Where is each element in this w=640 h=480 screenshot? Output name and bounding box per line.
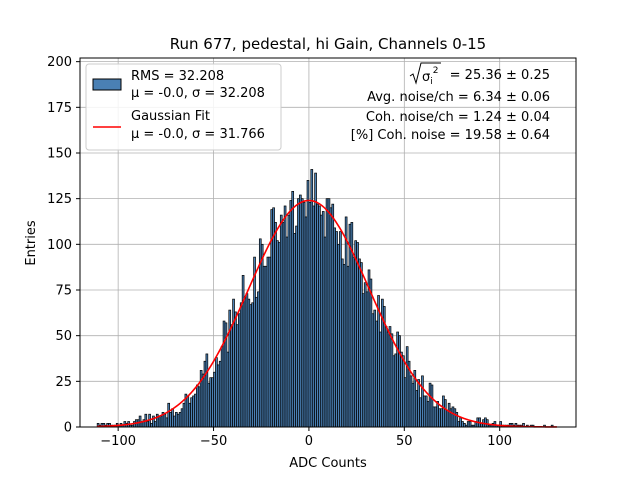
chart-title: Run 677, pedestal, hi Gain, Channels 0-1…: [170, 35, 486, 53]
sigma-i-squared-label: σi2: [422, 66, 439, 87]
y-tick-label: 100: [47, 238, 72, 253]
legend-patch: [92, 78, 122, 91]
y-tick-label: 50: [55, 329, 72, 344]
gaussian-fit-curve: [97, 199, 557, 428]
y-axis-ticks: 0 25 50 75 100 125 150 175 200: [47, 55, 80, 436]
sigma-i-squared-value: = 25.36 ± 0.25: [450, 68, 550, 83]
legend-fit-params: μ = -0.0, σ = 31.766: [131, 127, 265, 142]
x-axis-ticks: −100 −50 0 50 100: [100, 427, 512, 449]
y-tick-label: 75: [55, 283, 72, 298]
x-axis-label: ADC Counts: [289, 456, 367, 471]
y-tick-label: 0: [64, 421, 72, 436]
x-tick-label: 0: [305, 434, 313, 449]
legend: RMS = 32.208 μ = -0.0, σ = 32.208 Gaussi…: [85, 63, 282, 151]
legend-frame: [85, 63, 282, 151]
y-axis-label: Entries: [24, 220, 39, 266]
x-tick-label: 50: [396, 434, 413, 449]
noise-annotations: σi2 = 25.36 ± 0.25 Avg. noise/ch = 6.34 …: [351, 62, 550, 143]
y-tick-label: 150: [47, 146, 72, 161]
x-tick-label: −50: [200, 434, 227, 449]
pct-coh-noise-label: [%] Coh. noise = 19.58 ± 0.64: [351, 128, 550, 143]
y-tick-label: 200: [47, 55, 72, 70]
avg-noise-label: Avg. noise/ch = 6.34 ± 0.06: [367, 90, 550, 105]
y-tick-label: 25: [55, 375, 72, 390]
legend-fit-label: Gaussian Fit: [131, 109, 210, 124]
coh-noise-label: Coh. noise/ch = 1.24 ± 0.04: [366, 110, 550, 125]
y-tick-label: 125: [47, 192, 72, 207]
legend-rms-label: RMS = 32.208: [131, 69, 224, 84]
legend-hist-params: μ = -0.0, σ = 32.208: [131, 86, 265, 101]
x-tick-label: −100: [100, 434, 136, 449]
sqrt-symbol: [409, 62, 441, 85]
y-tick-label: 175: [47, 101, 72, 116]
plot-frame: [79, 57, 577, 428]
x-tick-label: 100: [487, 434, 512, 449]
